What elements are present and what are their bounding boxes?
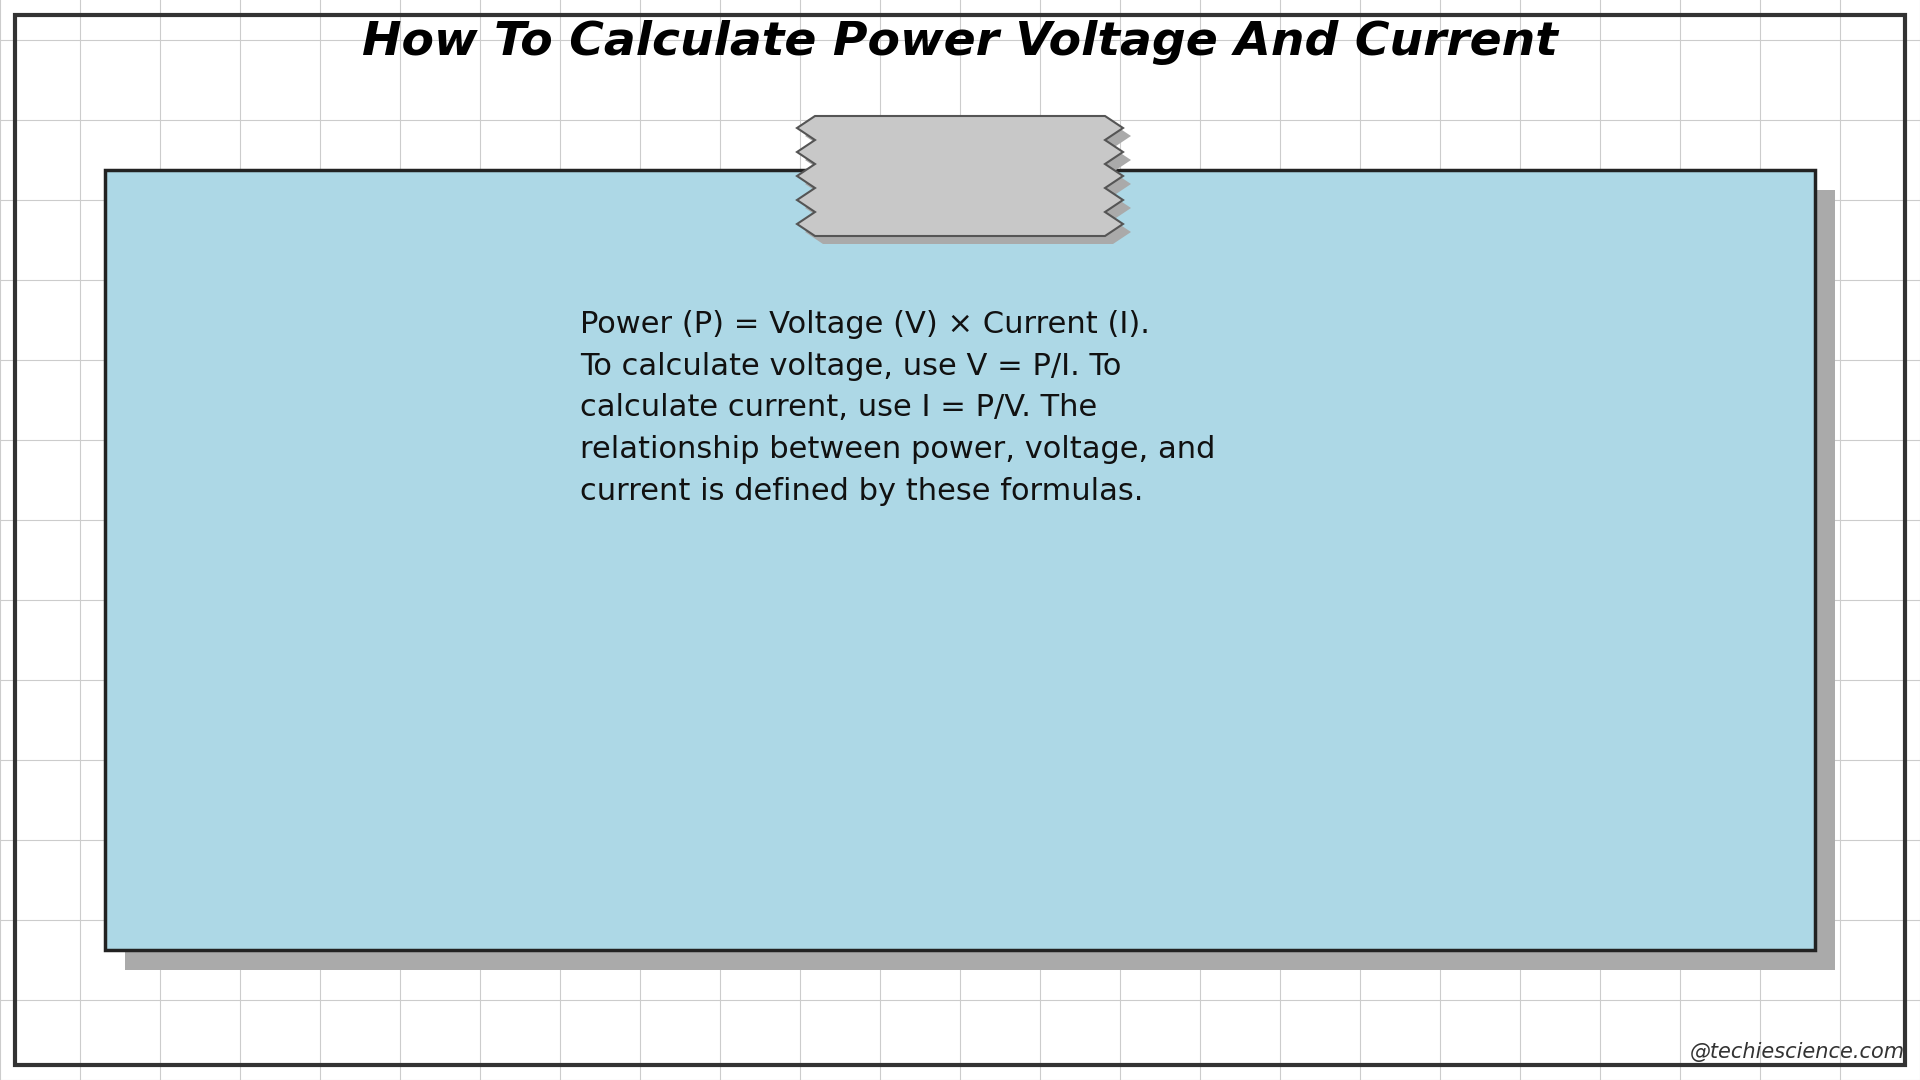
FancyBboxPatch shape xyxy=(125,190,1836,970)
Text: @techiescience.com: @techiescience.com xyxy=(1690,1042,1905,1062)
Polygon shape xyxy=(804,124,1131,244)
Text: How To Calculate Power Voltage And Current: How To Calculate Power Voltage And Curre… xyxy=(363,21,1557,65)
FancyBboxPatch shape xyxy=(106,170,1814,950)
Polygon shape xyxy=(797,116,1123,237)
Text: Power (P) = Voltage (V) × Current (I).
To calculate voltage, use V = P/I. To
cal: Power (P) = Voltage (V) × Current (I). T… xyxy=(580,310,1215,505)
